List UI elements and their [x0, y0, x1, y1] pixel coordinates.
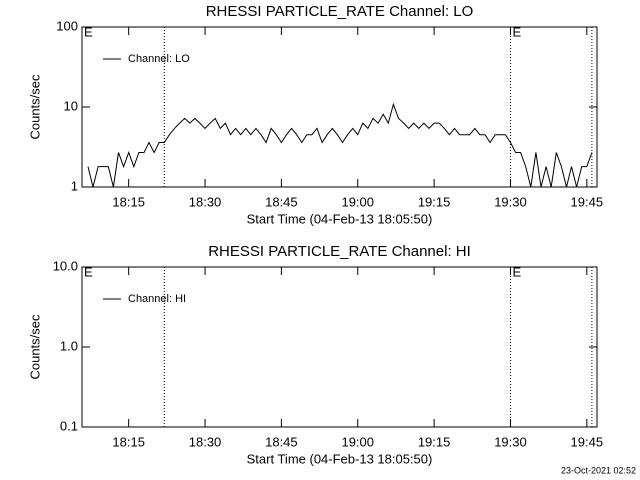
annotation: E [512, 24, 521, 39]
y-tick-label: 10 [64, 98, 78, 113]
timestamp: 23-Oct-2021 02:52 [561, 465, 636, 475]
y-tick-label: 100 [56, 18, 78, 33]
x-tick-label: 19:00 [341, 434, 374, 449]
plot-frame [81, 26, 598, 188]
y-axis-label: Counts/sec [27, 74, 42, 140]
x-axis-label: Start Time (04-Feb-13 18:05:50) [247, 451, 433, 466]
y-tick-label: 1.0 [60, 338, 78, 353]
x-tick-label: 18:45 [265, 194, 298, 209]
x-tick-label: 19:00 [341, 194, 374, 209]
x-tick-label: 19:45 [571, 194, 604, 209]
x-tick-label: 18:45 [265, 434, 298, 449]
annotation: E [84, 24, 93, 39]
x-tick-label: 19:45 [571, 434, 604, 449]
legend-label: Channel: LO [128, 53, 190, 65]
x-tick-label: 19:15 [418, 434, 451, 449]
x-tick-label: 18:15 [112, 194, 145, 209]
x-tick-label: 19:15 [418, 194, 451, 209]
annotation: E [84, 264, 93, 279]
y-axis-label: Counts/sec [27, 314, 42, 380]
chart-title: RHESSI PARTICLE_RATE Channel: LO [206, 3, 474, 20]
chart-title: RHESSI PARTICLE_RATE Channel: HI [208, 243, 471, 260]
x-tick-label: 18:15 [112, 434, 145, 449]
plot-frame [81, 266, 598, 428]
legend-label: Channel: HI [128, 293, 186, 305]
x-axis-label: Start Time (04-Feb-13 18:05:50) [247, 211, 433, 226]
y-tick-label: 1 [71, 178, 78, 193]
annotation: E [512, 264, 521, 279]
x-tick-label: 18:30 [189, 194, 222, 209]
x-tick-label: 19:30 [494, 434, 527, 449]
data-line [87, 102, 593, 188]
x-tick-label: 18:30 [189, 434, 222, 449]
y-tick-label: 0.1 [60, 418, 78, 433]
y-tick-label: 10.0 [53, 258, 78, 273]
x-tick-label: 19:30 [494, 194, 527, 209]
